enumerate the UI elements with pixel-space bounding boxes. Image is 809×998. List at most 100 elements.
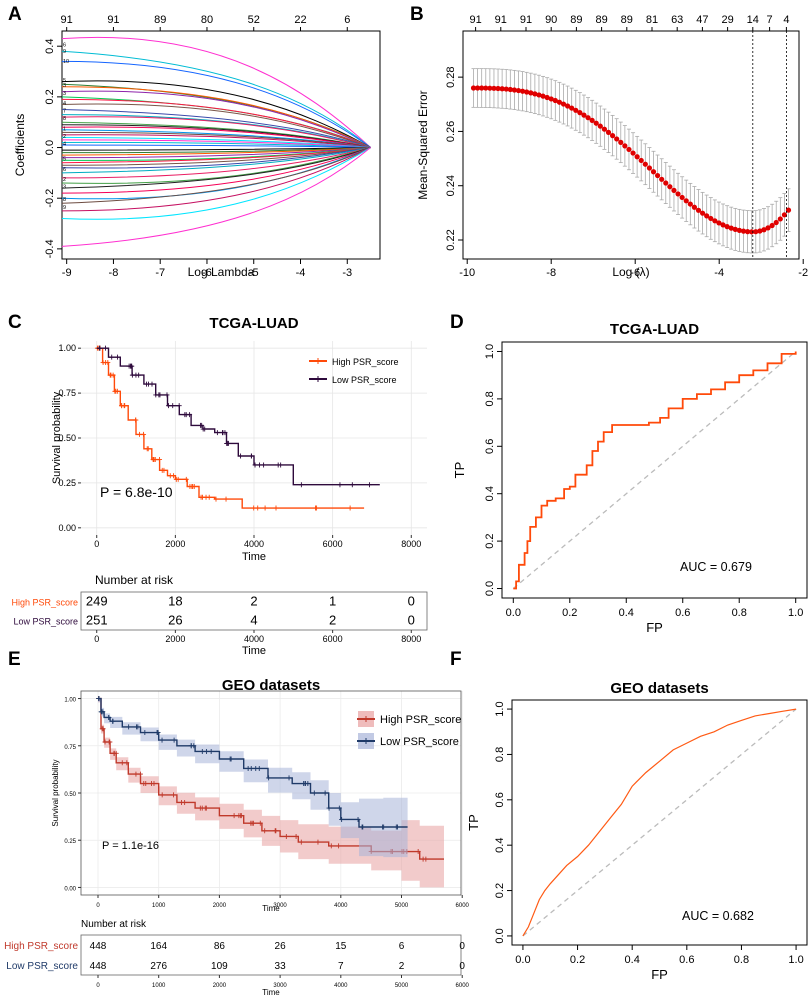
- y-tick-label: 0.75: [64, 745, 76, 751]
- cv-point: [495, 85, 501, 92]
- x-tick-label: 4000: [334, 903, 348, 909]
- censor-mark: [141, 431, 147, 437]
- censor-mark: [102, 739, 108, 745]
- censor-mark: [336, 843, 342, 849]
- x-tick-label: -4: [296, 267, 306, 279]
- risk-table-title: Number at risk: [95, 573, 174, 587]
- coefficient-path: [61, 147, 371, 174]
- panel-b-cv-plot: -10 -8 -6 -4 -2 91 91 91 90 89 89 89 81 63 47 29 14 7 4 0.2…: [416, 14, 808, 279]
- cv-point: [552, 97, 558, 104]
- cv-point: [581, 112, 587, 118]
- cv-point: [659, 176, 665, 182]
- coefficient-path: [61, 144, 371, 149]
- x-tick-label: 0.6: [679, 954, 694, 966]
- y-axis-title: Mean-Squared Error: [416, 90, 430, 199]
- survival-curve: [98, 697, 444, 860]
- x-tick-label: -2: [798, 267, 808, 279]
- x-tick-label: 0.4: [625, 954, 640, 966]
- censor-mark: [145, 446, 151, 452]
- censor-mark: [283, 833, 289, 839]
- y-tick-label: 1.00: [58, 343, 76, 353]
- top-tick-label: 89: [621, 14, 633, 26]
- y-tick-label: 0.0: [44, 140, 56, 155]
- censor-mark: [135, 724, 141, 730]
- cv-point: [605, 129, 612, 135]
- risk-count: 7: [338, 961, 344, 972]
- chart-title: TCGA-LUAD: [209, 315, 298, 332]
- cv-point: [753, 229, 759, 235]
- censor-mark: [176, 403, 182, 409]
- coefficient-index-label: 2: [63, 134, 66, 140]
- top-tick-label: 81: [646, 14, 658, 26]
- censor-mark: [305, 781, 311, 787]
- coefficient-path: [61, 116, 371, 149]
- coefficient-path: [61, 147, 371, 194]
- censor-mark: [126, 363, 132, 369]
- coefficient-path: [61, 98, 371, 148]
- reference-diagonal: [522, 708, 797, 937]
- plot-frame: [511, 699, 808, 946]
- coefficient-path: [61, 147, 371, 247]
- y-tick-label: 0.50: [58, 433, 76, 443]
- censor-mark: [141, 781, 147, 787]
- coefficient-path: [61, 147, 371, 179]
- censor-mark: [339, 816, 345, 822]
- coefficient-path: [61, 147, 371, 151]
- censor-mark: [119, 403, 125, 409]
- auc-label: AUC = 0.679: [680, 560, 752, 574]
- x-tick-label: -8: [109, 267, 119, 279]
- coefficient-path: [61, 36, 371, 148]
- coefficient-index-label: 3: [63, 91, 66, 97]
- cv-point: [536, 92, 542, 98]
- censor-mark: [106, 714, 112, 720]
- y-tick-label: 0.6: [494, 792, 506, 807]
- censor-mark: [249, 453, 255, 459]
- cv-point: [528, 90, 534, 96]
- x-axis-title: Log (λ): [612, 265, 649, 279]
- censor-mark: [394, 824, 400, 830]
- cv-point: [470, 85, 477, 91]
- censor-mark: [151, 781, 157, 787]
- censor-mark: [336, 805, 342, 811]
- censor-mark: [381, 824, 387, 830]
- top-tick-label: 89: [570, 14, 582, 26]
- roc-curve: [522, 708, 797, 937]
- cv-point: [683, 198, 689, 204]
- censor-mark: [293, 833, 299, 839]
- x-tick-label: 0.0: [506, 607, 521, 619]
- x-tick-label: -6: [630, 267, 640, 279]
- cv-point: [544, 94, 550, 101]
- cv-point: [630, 150, 636, 156]
- coefficient-index-label: 7: [63, 109, 66, 115]
- coefficient-path: [61, 103, 371, 149]
- chart-title: GEO datasets: [222, 677, 320, 694]
- confidence-band: [98, 698, 408, 859]
- censor-mark: [155, 730, 161, 736]
- censor-mark: [182, 412, 188, 418]
- risk-x-tick-label: 4000: [334, 983, 348, 989]
- cv-point: [785, 207, 792, 213]
- coefficient-path: [61, 50, 371, 148]
- top-tick-label: 7: [767, 14, 773, 26]
- x-tick-label: 2000: [165, 539, 185, 549]
- coefficient-path: [61, 147, 371, 159]
- risk-x-axis-title: Time: [262, 988, 280, 997]
- cv-point: [728, 225, 734, 231]
- top-tick-label: 91: [61, 14, 73, 26]
- censor-mark: [360, 824, 366, 830]
- coefficient-path: [61, 139, 371, 149]
- censor-mark: [126, 724, 132, 730]
- risk-count: 15: [335, 941, 347, 952]
- risk-count: 164: [150, 941, 167, 952]
- cv-point: [740, 228, 747, 234]
- x-axis-title: FP: [646, 620, 663, 635]
- risk-table-frame: [80, 934, 462, 976]
- cv-point: [634, 154, 640, 160]
- risk-row-label: High PSR_score: [11, 598, 78, 608]
- x-tick-label: 1.0: [788, 607, 803, 619]
- risk-count: 33: [275, 961, 287, 972]
- top-tick-label: 89: [595, 14, 607, 26]
- y-tick-label: 0.2: [44, 89, 56, 104]
- x-tick-label: 1000: [152, 903, 166, 909]
- censor-mark: [204, 748, 210, 754]
